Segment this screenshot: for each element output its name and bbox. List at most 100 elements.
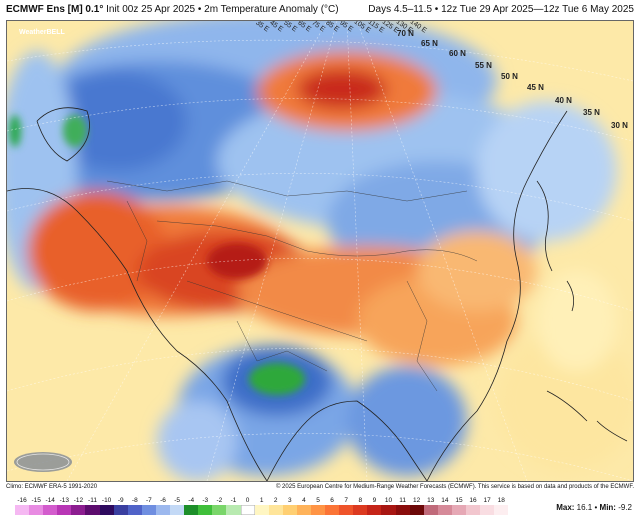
colorbar-label: 2 bbox=[273, 497, 278, 504]
valid-period: Days 4.5–11.5 • 12z Tue 29 Apr 2025—12z … bbox=[368, 4, 634, 15]
colorbar-swatch bbox=[268, 505, 283, 515]
colorbar-step: -16 bbox=[15, 497, 30, 515]
colorbar-swatch bbox=[409, 505, 424, 515]
lat-label: 40 N bbox=[555, 96, 572, 105]
colorbar-label: 13 bbox=[427, 497, 435, 504]
colorbar-label: -13 bbox=[59, 497, 70, 504]
colorbar-label: 8 bbox=[358, 497, 363, 504]
colorbar-swatch bbox=[353, 505, 368, 515]
colorbar-step: 1 bbox=[254, 497, 269, 515]
copyright-note: © 2025 European Centre for Medium-Range … bbox=[275, 484, 634, 490]
colorbar-swatch bbox=[367, 505, 382, 515]
colorbar-step: 3 bbox=[282, 497, 297, 515]
map-title: ECMWF Ens [M] 0.1° Init 00z 25 Apr 2025 … bbox=[6, 4, 339, 15]
colorbar-swatch bbox=[127, 505, 142, 515]
lat-label: 70 N bbox=[397, 29, 414, 38]
max-min-readout: Max: 16.1 • Min: -9.2 bbox=[556, 503, 632, 512]
title-bar: ECMWF Ens [M] 0.1° Init 00z 25 Apr 2025 … bbox=[0, 0, 640, 20]
map-panel: 35 E 45 E 55 E 65 E 75 E 85 E 95 E 105 E… bbox=[6, 20, 634, 482]
colorbar-swatch bbox=[395, 505, 410, 515]
colorbar-step: -15 bbox=[29, 497, 44, 515]
lat-label: 35 N bbox=[583, 108, 600, 117]
colorbar-swatch bbox=[466, 505, 481, 515]
colorbar-swatch bbox=[339, 505, 354, 515]
colorbar-swatch bbox=[15, 505, 30, 515]
colorbar-label: -9 bbox=[117, 497, 124, 504]
colorbar-label: 6 bbox=[330, 497, 334, 504]
colorbar-step: -1 bbox=[226, 497, 241, 515]
colorbar-step: -10 bbox=[99, 497, 114, 515]
colorbar-label: -7 bbox=[146, 497, 152, 504]
colorbar-label: 14 bbox=[441, 497, 449, 504]
colorbar-label: -5 bbox=[174, 497, 180, 504]
colorbar-swatch bbox=[451, 505, 466, 515]
colorbar-step: -2 bbox=[212, 497, 227, 515]
colorbar-step: -3 bbox=[198, 497, 213, 515]
colorbar-step: 2 bbox=[268, 497, 283, 515]
colorbar-label: -8 bbox=[131, 497, 138, 504]
colorbar-step: 18 bbox=[494, 497, 509, 515]
colorbar-label: 4 bbox=[302, 497, 306, 504]
lat-label: 30 N bbox=[611, 121, 628, 130]
colorbar-swatch bbox=[141, 505, 156, 515]
colorbar-label: -10 bbox=[101, 497, 112, 504]
colorbar-swatch bbox=[99, 505, 114, 515]
colorbar-label: 15 bbox=[455, 497, 463, 504]
colorbar-step: 5 bbox=[310, 497, 326, 515]
colorbar-step: -7 bbox=[141, 497, 156, 515]
colorbar-step: -11 bbox=[85, 497, 100, 515]
temperature-anomaly-map bbox=[7, 21, 633, 481]
colorbar-swatch bbox=[494, 505, 509, 515]
climo-note: Climo: ECMWF ERA-5 1991-2020 bbox=[6, 484, 98, 490]
colorbar-label: -16 bbox=[17, 497, 27, 504]
colorbar-swatch bbox=[296, 505, 311, 515]
lat-label: 50 N bbox=[501, 72, 518, 81]
colorbar-label: -15 bbox=[31, 497, 41, 504]
colorbar-step: -13 bbox=[57, 497, 72, 515]
colorbar-label: -1 bbox=[230, 497, 237, 504]
weatherbell-logo bbox=[14, 452, 72, 472]
colorbar-step: 11 bbox=[395, 497, 410, 515]
colorbar-label: 12 bbox=[413, 497, 421, 504]
colorbar-swatch bbox=[198, 505, 213, 515]
colorbar-step: 13 bbox=[423, 497, 438, 515]
colorbar-label: 5 bbox=[316, 497, 320, 504]
colorbar-label: -6 bbox=[160, 497, 166, 504]
colorbar-label: 10 bbox=[384, 497, 393, 504]
colorbar-step: 9 bbox=[367, 497, 382, 515]
colorbar-label: 17 bbox=[483, 497, 491, 504]
colorbar-swatch bbox=[325, 505, 340, 515]
colorbar-swatch bbox=[113, 505, 128, 515]
colorbar-swatch bbox=[170, 505, 185, 515]
colorbar-swatch bbox=[184, 505, 199, 515]
colorbar-step: 15 bbox=[451, 497, 466, 515]
lat-label: 55 N bbox=[475, 61, 492, 70]
colorbar-step: -4 bbox=[184, 497, 199, 515]
colorbar-swatch bbox=[57, 505, 72, 515]
min-label: Min: bbox=[599, 503, 616, 512]
colorbar-label: -14 bbox=[45, 497, 55, 504]
colorbar-swatch bbox=[85, 505, 100, 515]
colorbar-label: 11 bbox=[399, 497, 406, 504]
max-label: Max: bbox=[556, 503, 575, 512]
colorbar-swatch bbox=[212, 505, 227, 515]
colorbar-swatch bbox=[71, 505, 86, 515]
colorbar-label: 3 bbox=[288, 497, 292, 504]
colorbar-step: 17 bbox=[480, 497, 495, 515]
colorbar-label: 0 bbox=[245, 497, 250, 504]
colorbar-label: -11 bbox=[88, 497, 97, 504]
colorbar-step: 14 bbox=[437, 497, 452, 515]
colorbar-step: 10 bbox=[381, 497, 396, 515]
title-separator: • bbox=[197, 4, 202, 15]
colorbar-label: -4 bbox=[188, 497, 195, 504]
init-time: Init 00z 25 Apr 2025 bbox=[106, 4, 196, 15]
colorbar-label: -2 bbox=[216, 497, 223, 504]
colorbar-step: 8 bbox=[353, 497, 368, 515]
colorbar-label: 1 bbox=[259, 497, 264, 504]
colorbar-swatch bbox=[155, 505, 171, 515]
colorbar-swatch bbox=[480, 505, 495, 515]
colorbar-swatch bbox=[423, 505, 438, 515]
colorbar-swatch bbox=[381, 505, 396, 515]
colorbar-swatch bbox=[240, 505, 255, 515]
lat-label: 65 N bbox=[421, 39, 438, 48]
